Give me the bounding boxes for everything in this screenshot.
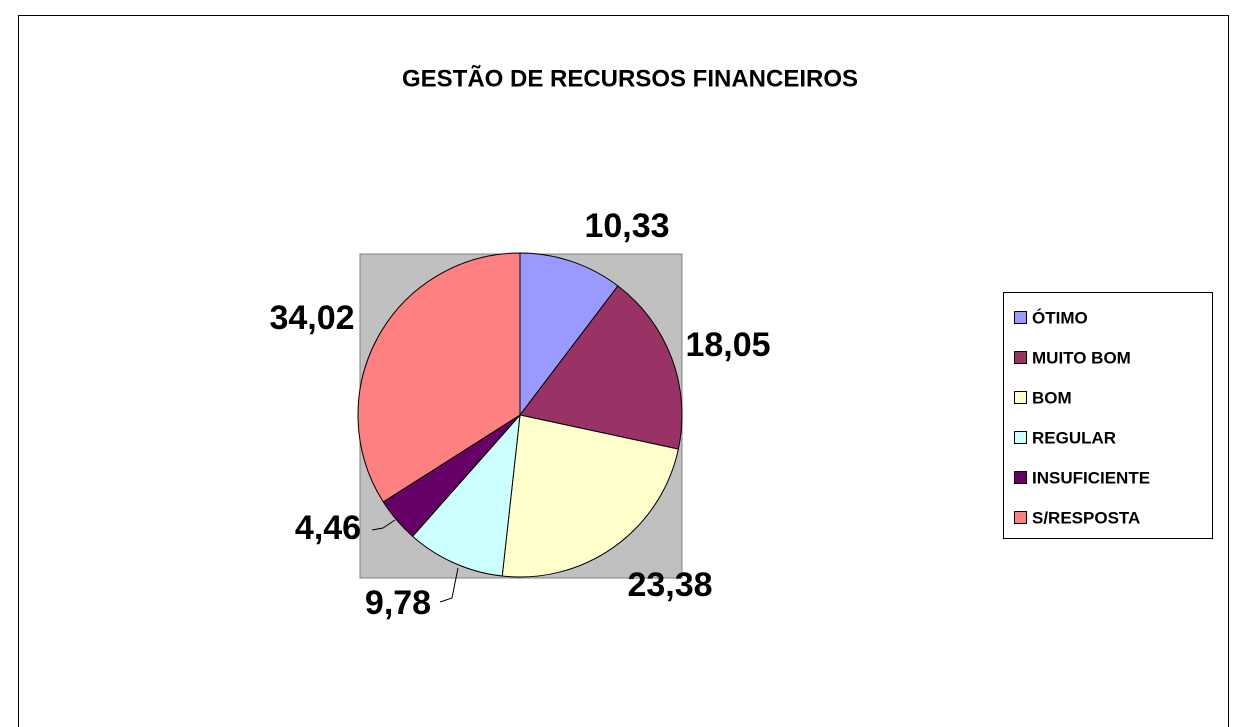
pie-slice [519,285,683,450]
legend-swatch [1014,351,1027,364]
pie-slice [519,252,619,417]
legend-swatch [1014,431,1027,444]
legend-label: MUITO BOM [1032,348,1131,367]
data-label: 9,78 [365,584,431,622]
leader-line [439,567,459,603]
data-label: 4,46 [295,509,361,547]
leader-line [371,519,396,531]
pie-slice [411,413,521,577]
pie-slice [501,414,679,578]
legend-swatch [1014,391,1027,404]
legend-swatch [1014,471,1027,484]
legend-swatch [1014,311,1027,324]
legend-label: S/RESPOSTA [1032,508,1140,527]
data-label: 10,33 [584,207,669,245]
chart-title: GESTÃO DE RECURSOS FINANCEIROS [402,64,858,92]
data-label: 23,38 [627,566,712,604]
data-label: 18,05 [685,326,770,364]
pie-slice [357,252,521,503]
legend-label: REGULAR [1032,428,1116,447]
legend-swatch [1014,511,1027,524]
data-label: 34,02 [269,299,354,337]
legend-label: BOM [1032,388,1072,407]
legend-label: ÓTIMO [1032,308,1088,327]
legend-label: INSUFICIENTE [1032,468,1150,487]
legend [1003,292,1213,539]
